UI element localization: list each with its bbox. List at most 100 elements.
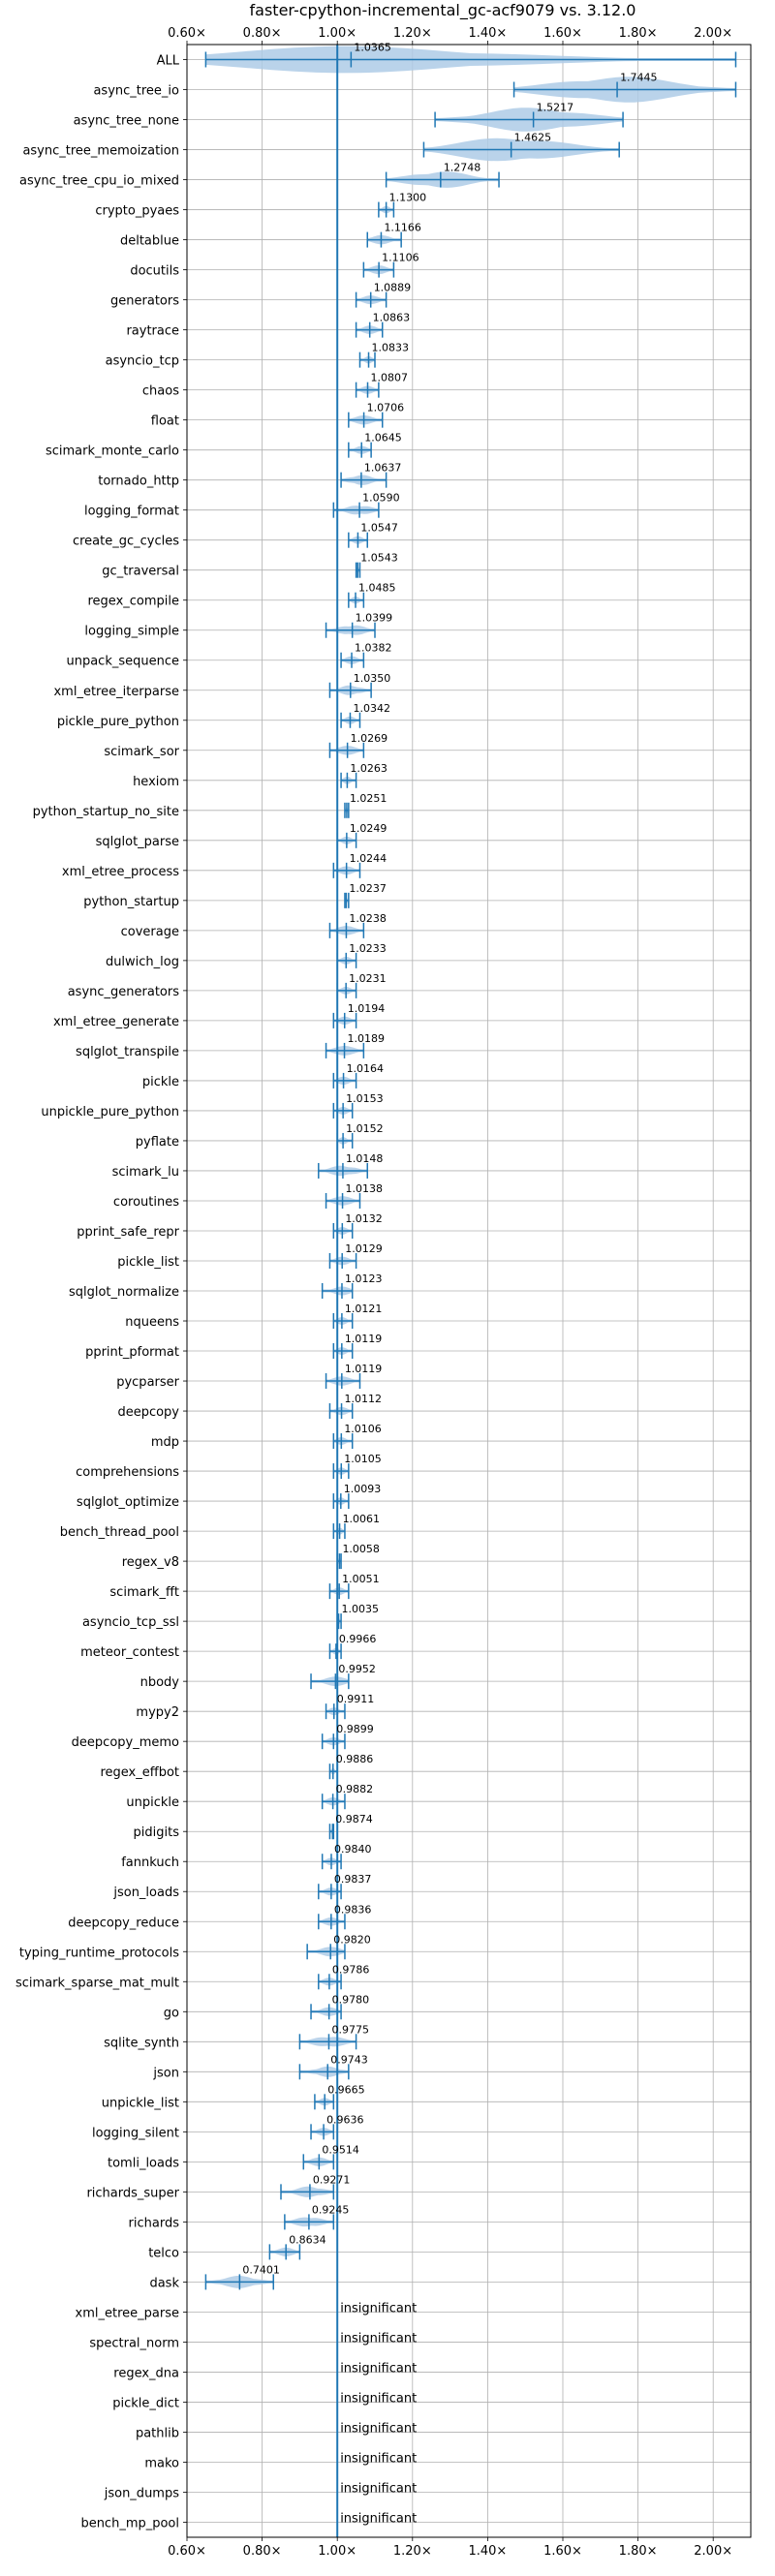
tick-layer: 0.60× 0.60× 0.80× 0.80× 1.00× 1.00× 1.20× 1.20×… xyxy=(168,26,732,2559)
median-value-label: 1.0153 xyxy=(346,1092,384,1105)
median-value-label: 0.9840 xyxy=(334,1843,372,1855)
benchmark-label: python_startup xyxy=(83,895,179,909)
benchmark-label: logging_silent xyxy=(92,2126,179,2140)
median-value-label: 1.0590 xyxy=(362,492,400,505)
median-value-label: 1.0269 xyxy=(351,732,388,745)
benchmark-label: deepcopy_reduce xyxy=(68,1916,179,1930)
median-value-label: 1.0129 xyxy=(345,1242,383,1255)
benchmark-label: generators xyxy=(110,294,179,309)
median-value-label: 0.9874 xyxy=(335,1813,373,1825)
median-value-label: 1.0637 xyxy=(364,462,402,475)
benchmark-label: pprint_safe_repr xyxy=(77,1225,179,1240)
median-value-label: 1.0233 xyxy=(349,942,387,955)
benchmark-label: xml_etree_parse xyxy=(76,2306,179,2320)
x-tick-label-top: 1.40× xyxy=(468,26,507,41)
benchmark-label: nqueens xyxy=(125,1315,179,1330)
median-value-label: 0.9743 xyxy=(330,2053,368,2066)
median-value-label: 1.0105 xyxy=(344,1453,382,1465)
label-layer: ALL 1.0365 async_tree_io 1.7445 async_tree_n… xyxy=(16,42,658,2531)
median-value-label: 1.0543 xyxy=(360,552,398,565)
median-value-label: 1.0382 xyxy=(355,642,392,655)
benchmark-label: chaos xyxy=(142,384,179,399)
median-value-label: 1.0051 xyxy=(342,1573,380,1585)
insignificant-label: insignificant xyxy=(340,2451,417,2466)
benchmark-label: regex_effbot xyxy=(100,1765,179,1780)
x-tick-label-top: 0.60× xyxy=(168,26,206,41)
benchmark-label: richards_super xyxy=(86,2186,179,2200)
benchmark-label: pathlib xyxy=(136,2426,179,2440)
median-value-label: 1.0263 xyxy=(350,762,388,775)
benchmark-label: deepcopy xyxy=(117,1405,179,1420)
median-value-label: 0.9271 xyxy=(313,2173,351,2186)
median-value-label: 1.0164 xyxy=(347,1062,385,1075)
benchmark-label: sqlglot_normalize xyxy=(69,1285,179,1300)
x-tick-label-bottom: 0.80× xyxy=(243,2544,282,2559)
median-value-label: 1.0238 xyxy=(349,912,387,925)
x-tick-label-top: 2.00× xyxy=(694,26,732,41)
benchmark-label: coverage xyxy=(121,925,179,939)
benchmark-label: regex_dna xyxy=(113,2366,179,2380)
median-value-label: 1.0058 xyxy=(342,1543,380,1555)
benchmark-label: pidigits xyxy=(134,1825,180,1840)
median-value-label: 0.9899 xyxy=(336,1723,374,1735)
benchmark-label: deepcopy_memo xyxy=(72,1735,179,1750)
insignificant-label: insignificant xyxy=(340,2511,417,2526)
benchmark-label: dulwich_log xyxy=(106,955,179,969)
median-value-label: 1.0833 xyxy=(372,342,410,354)
benchmark-label: regex_compile xyxy=(87,595,179,609)
benchmark-label: async_tree_io xyxy=(93,84,179,99)
x-tick-label-top: 0.80× xyxy=(243,26,282,41)
insignificant-label: insignificant xyxy=(340,2331,417,2346)
insignificant-label: insignificant xyxy=(340,2481,417,2496)
benchmark-label: hexiom xyxy=(133,775,179,789)
benchmark-label: pickle_list xyxy=(117,1255,179,1270)
benchmark-label: pickle_pure_python xyxy=(57,715,179,729)
median-value-label: 1.1300 xyxy=(389,192,427,204)
median-value-label: 0.9836 xyxy=(334,1903,372,1916)
median-value-label: 0.9775 xyxy=(331,2023,369,2036)
median-value-label: 1.5217 xyxy=(537,102,574,114)
x-tick-label-top: 1.00× xyxy=(318,26,356,41)
benchmark-label: go xyxy=(164,2006,179,2020)
median-value-label: 1.0119 xyxy=(345,1333,383,1345)
benchmark-label: async_generators xyxy=(68,985,180,999)
median-value-label: 1.0138 xyxy=(346,1182,384,1195)
benchmark-label: xml_etree_generate xyxy=(53,1015,179,1029)
benchmark-label: sqlglot_optimize xyxy=(77,1495,179,1510)
benchmark-label: asyncio_tcp xyxy=(106,354,179,369)
benchmark-label: unpickle_list xyxy=(102,2096,179,2110)
benchmark-label: nbody xyxy=(140,1675,180,1690)
benchmark-label: pickle_dict xyxy=(112,2396,179,2410)
median-value-label: 1.0889 xyxy=(374,282,412,294)
benchmark-label: async_tree_memoization xyxy=(22,144,179,159)
benchmark-label: regex_v8 xyxy=(122,1555,179,1570)
median-value-label: 1.0035 xyxy=(342,1603,380,1615)
x-tick-label-bottom: 1.40× xyxy=(468,2544,507,2559)
x-tick-label-bottom: 1.20× xyxy=(393,2544,432,2559)
median-value-label: 0.9665 xyxy=(327,2083,365,2096)
benchmark-label: scimark_monte_carlo xyxy=(46,445,179,459)
benchmark-label: meteor_contest xyxy=(80,1645,179,1660)
benchmark-label: bench_mp_pool xyxy=(80,2516,179,2530)
median-value-label: 1.0365 xyxy=(354,42,391,54)
median-value-label: 1.0863 xyxy=(373,312,411,324)
median-value-label: 1.0152 xyxy=(346,1122,384,1135)
benchmark-label: gc_traversal xyxy=(102,565,179,579)
median-value-label: 1.0251 xyxy=(350,792,388,805)
benchmark-label: logging_format xyxy=(84,505,179,519)
median-value-label: 1.0231 xyxy=(349,972,387,985)
benchmark-label: crypto_pyaes xyxy=(95,204,179,219)
median-value-label: 1.7445 xyxy=(620,72,658,84)
benchmark-label: pprint_pformat xyxy=(85,1345,179,1360)
benchmark-label: sqlglot_parse xyxy=(96,835,179,849)
benchmark-label: xml_etree_iterparse xyxy=(53,685,179,699)
benchmark-label: async_tree_none xyxy=(74,114,179,129)
insignificant-label: insignificant xyxy=(340,2421,417,2436)
benchmark-label: unpack_sequence xyxy=(66,655,179,669)
x-tick-label-bottom: 1.80× xyxy=(619,2544,658,2559)
median-value-label: 1.1166 xyxy=(384,222,421,234)
median-value-label: 1.0350 xyxy=(354,672,391,685)
median-value-label: 1.1106 xyxy=(382,252,419,264)
chart-title: faster-cpython-incremental_gc-acf9079 vs… xyxy=(250,1,636,20)
